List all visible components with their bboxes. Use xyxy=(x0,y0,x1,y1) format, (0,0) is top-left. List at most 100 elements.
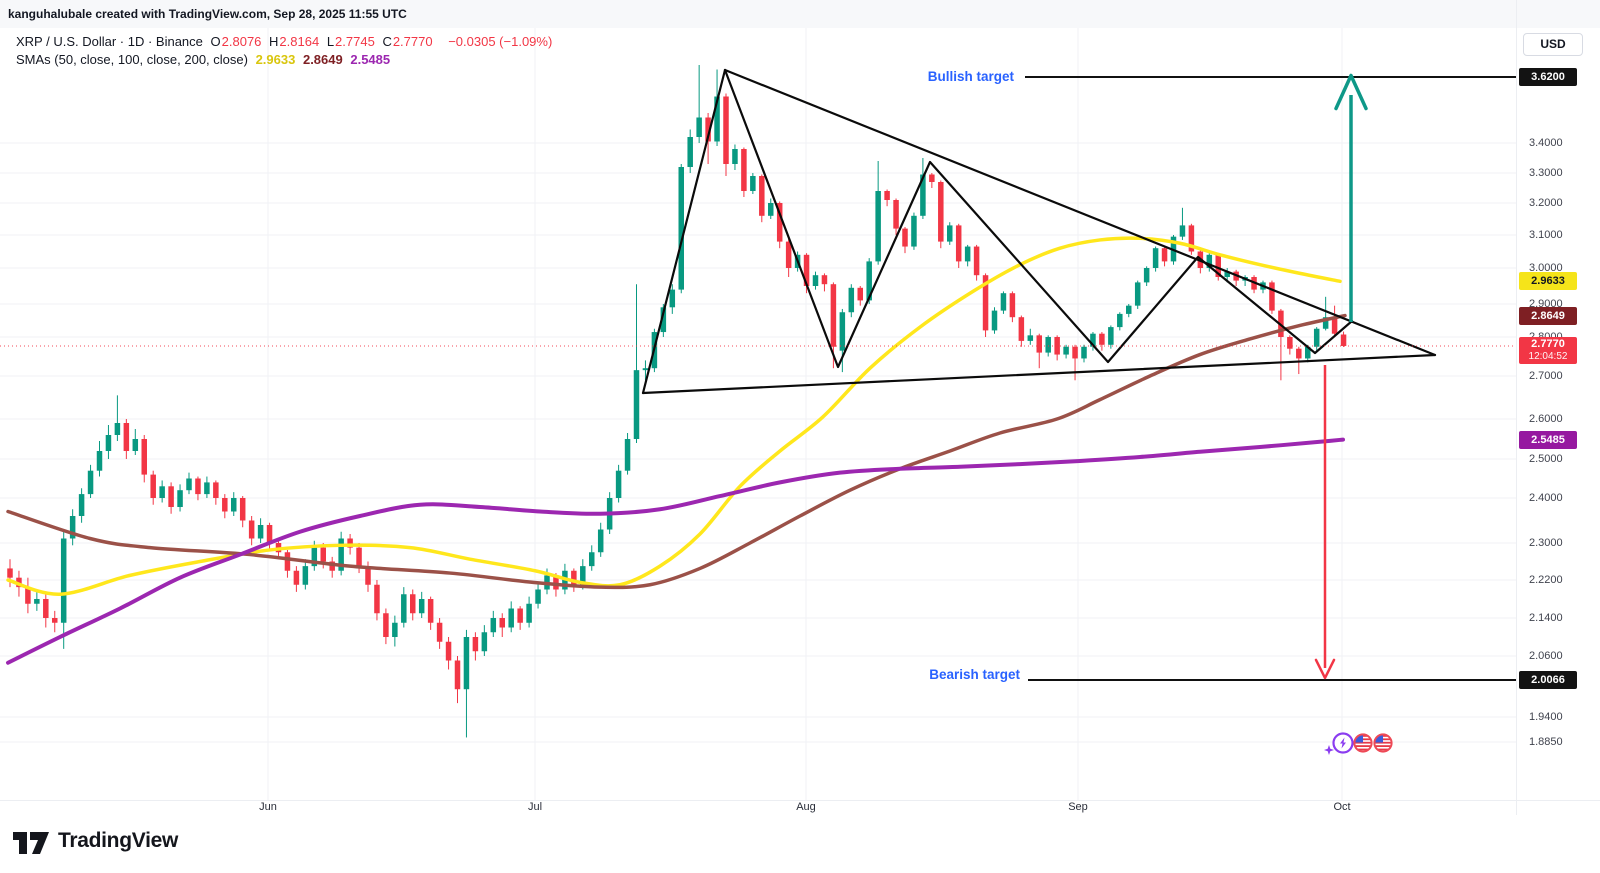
candle-body xyxy=(776,203,783,242)
grid-layer xyxy=(0,0,1516,800)
candle-body xyxy=(723,96,729,164)
candle-body xyxy=(374,584,380,614)
sma-legend-label[interactable]: SMAs (50, close, 100, close, 200, close) xyxy=(16,52,248,67)
candle-body xyxy=(150,474,156,498)
brand-name: TradingView xyxy=(58,829,179,852)
candle-body xyxy=(1331,317,1338,334)
high-label: H xyxy=(269,34,279,49)
candle-body xyxy=(1143,268,1150,283)
tradingview-logo-icon[interactable] xyxy=(13,827,50,855)
candle-body xyxy=(7,568,13,578)
open-value: 2.8076 xyxy=(221,34,262,49)
month-label-oct[interactable]: Oct xyxy=(1333,801,1351,813)
drawing-pennant-left[interactable] xyxy=(641,68,727,395)
candle-body xyxy=(955,225,962,262)
sma-100-line[interactable] xyxy=(6,313,1347,590)
price-axis-label: 3.1000 xyxy=(1529,229,1563,241)
candle-body xyxy=(266,525,273,543)
candle-body xyxy=(964,246,971,262)
candle-body xyxy=(427,599,434,623)
price-badge: 2.8649 xyxy=(1519,306,1577,325)
sma-legend[interactable]: SMAs (50, close, 100, close, 200, close)… xyxy=(16,52,394,67)
footer-branding[interactable]: TradingView xyxy=(13,827,178,855)
symbol-legend[interactable]: XRP / U.S. Dollar · 1D · Binance O2.8076… xyxy=(16,34,556,49)
price-axis-label: 2.7000 xyxy=(1529,370,1563,382)
price-badge: 3.6200 xyxy=(1519,68,1577,86)
us-flag-sticker[interactable] xyxy=(1355,735,1371,751)
candle-body xyxy=(884,191,890,200)
candle-body xyxy=(472,637,479,652)
pattern-layer[interactable] xyxy=(641,68,1437,395)
sparkle-icon[interactable] xyxy=(1324,745,1334,755)
attribution-bar: kanguhalubale created with TradingView.c… xyxy=(0,0,1600,28)
candle-body xyxy=(750,176,756,191)
candle-body xyxy=(87,470,94,495)
candle-body xyxy=(123,423,130,451)
month-label-sep[interactable]: Sep xyxy=(1068,801,1088,813)
candle-body xyxy=(973,246,980,276)
candle-body xyxy=(1027,335,1034,341)
bullish-arrow-head[interactable] xyxy=(1334,73,1368,111)
month-label-jul[interactable]: Jul xyxy=(527,801,543,813)
month-label-aug[interactable]: Aug xyxy=(796,801,816,813)
candle-body xyxy=(105,435,112,451)
candle-body xyxy=(1000,293,1007,311)
candle-body xyxy=(445,641,452,661)
candle-body xyxy=(1117,313,1123,328)
open-label: O xyxy=(210,34,221,49)
sma-50-line[interactable] xyxy=(6,236,1342,597)
candle-body xyxy=(392,622,398,637)
bearish-target-label[interactable]: Bearish target xyxy=(929,667,1020,682)
candle-body xyxy=(803,254,810,286)
currency-toggle-button[interactable]: USD xyxy=(1523,33,1583,56)
candle-body xyxy=(517,608,523,623)
drawing-pennant-lower[interactable] xyxy=(641,353,1437,395)
candle-body xyxy=(499,618,505,628)
candle-body xyxy=(96,451,103,471)
time-axis[interactable]: Jun Jul Aug Sep Oct xyxy=(0,800,1516,816)
candle-body xyxy=(195,478,201,495)
candle-body xyxy=(741,149,747,191)
candle-body xyxy=(893,200,899,229)
low-label: L xyxy=(326,34,335,49)
low-value: 2.7745 xyxy=(335,34,375,49)
candle-body xyxy=(401,594,407,623)
price-badge: 2.7770 12:04:52 xyxy=(1519,336,1577,364)
candle-body xyxy=(204,482,210,495)
close-label: C xyxy=(382,34,392,49)
candle-body xyxy=(991,310,998,331)
price-axis-label: 2.4000 xyxy=(1529,492,1563,504)
stickers-layer[interactable] xyxy=(1324,732,1393,756)
bearish-arrow-head[interactable] xyxy=(1314,658,1336,680)
candle-body xyxy=(284,552,291,571)
candle-body xyxy=(624,439,631,471)
price-axis-label: 3.2000 xyxy=(1529,197,1563,209)
drawing-zigzag[interactable] xyxy=(723,68,1354,369)
candle-body xyxy=(1134,282,1141,306)
drawing-pennant-upper[interactable] xyxy=(723,68,1437,357)
candle-body xyxy=(1313,328,1320,347)
us-flag-sticker-ring xyxy=(1353,733,1373,753)
symbol-title[interactable]: XRP / U.S. Dollar · 1D · Binance xyxy=(16,34,203,49)
month-label-jun[interactable]: Jun xyxy=(259,801,277,813)
candle-body xyxy=(1340,334,1347,346)
candle-body xyxy=(60,538,67,623)
candle-body xyxy=(1215,254,1221,277)
bullish-target-label[interactable]: Bullish target xyxy=(927,69,1014,84)
candle-body xyxy=(902,228,908,247)
us-flag-sticker[interactable] xyxy=(1375,735,1391,751)
candle-body xyxy=(759,176,765,216)
candle-body xyxy=(660,307,667,333)
sma-200-line[interactable] xyxy=(6,437,1345,665)
candle-body xyxy=(982,275,989,331)
candle-body xyxy=(920,174,926,216)
candle-body xyxy=(329,561,335,571)
sma200-value: 2.5485 xyxy=(350,52,391,67)
candle-body xyxy=(1108,327,1114,345)
us-flag-sticker-ring xyxy=(1373,733,1393,753)
candle-body xyxy=(1188,225,1195,252)
candle-body xyxy=(553,575,559,590)
candle-body xyxy=(839,312,846,351)
price-chart[interactable] xyxy=(0,0,1516,800)
candle-body xyxy=(714,96,720,142)
